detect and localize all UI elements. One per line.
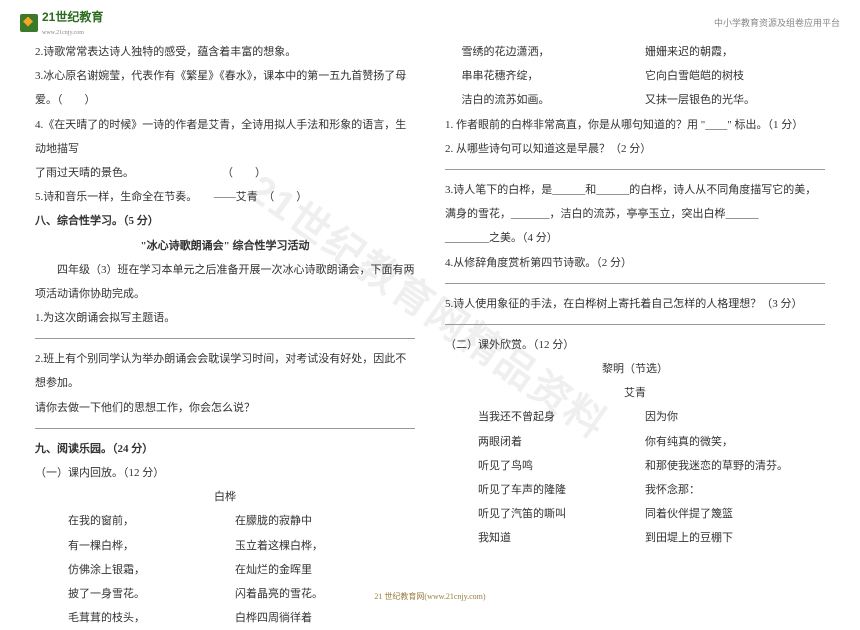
logo-icon (20, 14, 38, 32)
poem-line: 有一棵白桦， (35, 534, 215, 558)
poem2-left: 当我还不曾起身 两眼闭着 听见了鸟鸣 听见了车声的隆隆 听见了汽笛的嘶叫 我知道 (445, 405, 625, 550)
page-header: 21世纪教育 www.21cnjy.com 中小学教育资源及组卷应用平台 (20, 8, 840, 37)
logo: 21世纪教育 www.21cnjy.com (20, 8, 103, 37)
poem-line: 同着伙伴提了篾篮 (645, 502, 825, 526)
rq3a-text: 3.诗人笔下的白桦，是______和______的白桦，诗人从不同角度描写它的美… (445, 178, 825, 202)
poem-line: 到田堤上的豆棚下 (645, 526, 825, 550)
poem1-right: 在朦胧的寂静中 玉立着这棵白桦， 在灿烂的金晖里 闪着晶亮的雪花。 白桦四周徜徉… (235, 509, 415, 630)
activity-title: "冰心诗歌朗诵会" 综合性学习活动 (35, 234, 415, 258)
logo-text: 21世纪教育 (42, 10, 103, 24)
activity-intro: 四年级（3）班在学习本单元之后准备开展一次冰心诗歌朗诵会，下面有两项活动请你协助… (35, 258, 415, 306)
poem2-author: 艾青 (445, 381, 825, 405)
poem1-title: 白桦 (35, 485, 415, 509)
q4b-text: 了雨过天晴的景色。 （ ） (35, 161, 415, 185)
q3-text: 3.冰心原名谢婉莹，代表作有《繁星》《春水》，课本中的第一五九首赞扬了母爱。（ … (35, 64, 415, 112)
poem-line: 洁白的流苏如画。 (445, 88, 625, 112)
poem2-right: 因为你 你有纯真的微笑， 和那使我迷恋的草野的清芬。 我怀念那： 同着伙伴提了篾… (645, 405, 825, 550)
poem-line: 我知道 (445, 526, 625, 550)
rq2-text: 2. 从哪些诗句可以知道这是早晨？（2 分） (445, 137, 825, 161)
q4a-text: 4.《在天晴了的时候》一诗的作者是艾青，全诗用拟人手法和形象的语言，生动地描写 (35, 113, 415, 161)
rq1-text: 1. 作者眼前的白桦非常高直，你是从哪句知道的？用 "____" 标出。（1 分… (445, 113, 825, 137)
q2-text: 2.诗歌常常表达诗人独特的感受，蕴含着丰富的想象。 (35, 40, 415, 64)
read1-title: （一）课内回放。（12 分） (35, 461, 415, 485)
poem1-body: 在我的窗前， 有一棵白桦， 仿佛涂上银霜， 披了一身雪花。 毛茸茸的枝头， 在朦… (35, 509, 415, 630)
blank-line (445, 324, 825, 325)
poem-line: 毛茸茸的枝头， (35, 606, 215, 630)
blank-line (445, 169, 825, 170)
poem1-cont-left: 雪绣的花边潇洒， 串串花穗齐绽， 洁白的流苏如画。 (445, 40, 625, 113)
rq3c-text: ________之美。（4 分） (445, 226, 825, 250)
poem1-cont: 雪绣的花边潇洒， 串串花穗齐绽， 洁白的流苏如画。 姗姗来迟的朝霞， 它向白雪皑… (445, 40, 825, 113)
rq4-text: 4.从修辞角度赏析第四节诗歌。（2 分） (445, 251, 825, 275)
blank-line (35, 338, 415, 339)
section9-title: 九、阅读乐园。（24 分） (35, 437, 415, 461)
blank-line (35, 428, 415, 429)
q5-text: 5.诗和音乐一样，生命全在节奏。 ——艾青 （ ） (35, 185, 415, 209)
poem-line: 雪绣的花边潇洒， (445, 40, 625, 64)
poem-line: 在朦胧的寂静中 (235, 509, 415, 533)
section8-title: 八、综合性学习。（5 分） (35, 209, 415, 233)
poem1-left: 在我的窗前， 有一棵白桦， 仿佛涂上银霜， 披了一身雪花。 毛茸茸的枝头， (35, 509, 215, 630)
poem-line: 听见了汽笛的嘶叫 (445, 502, 625, 526)
read2-title: （二）课外欣赏。（12 分） (445, 333, 825, 357)
poem-line: 你有纯真的微笑， (645, 430, 825, 454)
blank-line (445, 283, 825, 284)
poem-line: 它向白雪皑皑的树枝 (645, 64, 825, 88)
right-column: 雪绣的花边潇洒， 串串花穗齐绽， 洁白的流苏如画。 姗姗来迟的朝霞， 它向白雪皑… (445, 40, 825, 583)
poem2-title: 黎明（节选） (445, 357, 825, 381)
header-right-text: 中小学教育资源及组卷应用平台 (714, 16, 840, 29)
poem-line: 串串花穗齐绽， (445, 64, 625, 88)
left-column: 2.诗歌常常表达诗人独特的感受，蕴含着丰富的想象。 3.冰心原名谢婉莹，代表作有… (35, 40, 415, 583)
poem-line: 听见了鸟鸣 (445, 454, 625, 478)
poem-line: 因为你 (645, 405, 825, 429)
poem1-cont-right: 姗姗来迟的朝霞， 它向白雪皑皑的树枝 又抹一层银色的光华。 (645, 40, 825, 113)
poem-line: 仿佛涂上银霜， (35, 558, 215, 582)
poem-line: 白桦四周徜徉着 (235, 606, 415, 630)
act2b-text: 请你去做一下他们的思想工作，你会怎么说？ (35, 396, 415, 420)
rq5-text: 5.诗人使用象征的手法，在白桦树上寄托着自己怎样的人格理想？（3 分） (445, 292, 825, 316)
footer-text: 21 世纪教育网(www.21cnjy.com) (0, 591, 860, 602)
act1-text: 1.为这次朗诵会拟写主题语。 (35, 306, 415, 330)
poem-line: 又抹一层银色的光华。 (645, 88, 825, 112)
poem-line: 在灿烂的金晖里 (235, 558, 415, 582)
poem-line: 在我的窗前， (35, 509, 215, 533)
poem-line: 我怀念那： (645, 478, 825, 502)
rq3b-text: 满身的雪花，_______，洁白的流苏，亭亭玉立，突出白桦______ (445, 202, 825, 226)
poem-line: 当我还不曾起身 (445, 405, 625, 429)
poem-line: 玉立着这棵白桦， (235, 534, 415, 558)
content-area: 2.诗歌常常表达诗人独特的感受，蕴含着丰富的想象。 3.冰心原名谢婉莹，代表作有… (35, 40, 825, 583)
poem-line: 听见了车声的隆隆 (445, 478, 625, 502)
poem-line: 两眼闭着 (445, 430, 625, 454)
poem-line: 和那使我迷恋的草野的清芬。 (645, 454, 825, 478)
poem-line: 姗姗来迟的朝霞， (645, 40, 825, 64)
act2a-text: 2.班上有个别同学认为举办朗诵会会耽误学习时间，对考试没有好处，因此不想参加。 (35, 347, 415, 395)
poem2-body: 当我还不曾起身 两眼闭着 听见了鸟鸣 听见了车声的隆隆 听见了汽笛的嘶叫 我知道… (445, 405, 825, 550)
logo-sub: www.21cnjy.com (42, 30, 84, 36)
